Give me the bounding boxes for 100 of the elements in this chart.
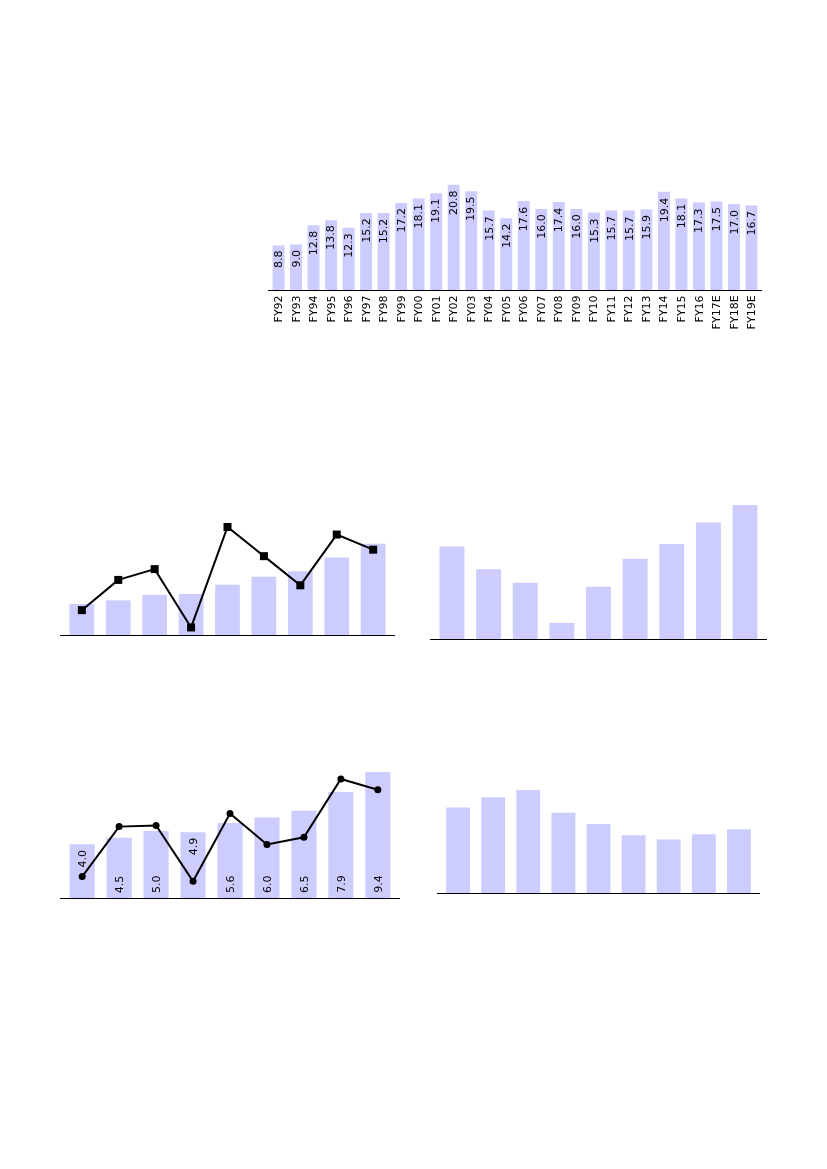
- bar: [476, 569, 502, 639]
- bar: [360, 543, 386, 635]
- point: [369, 545, 378, 554]
- bar: [307, 225, 320, 290]
- data-label: 13.8: [324, 225, 338, 250]
- bar: [621, 835, 646, 893]
- point: [77, 606, 86, 615]
- bar: [640, 209, 653, 290]
- bar: [69, 844, 95, 898]
- data-label: 17.3: [691, 208, 705, 233]
- data-label: 6.0: [260, 875, 274, 893]
- point: [223, 522, 232, 531]
- bar: [552, 201, 565, 290]
- x-tick-label: FY98: [377, 295, 391, 323]
- bar: [215, 584, 240, 635]
- data-label: 14.2: [499, 223, 513, 248]
- bar: [549, 622, 575, 639]
- data-label: 15.7: [482, 216, 496, 241]
- point: [337, 775, 345, 783]
- bar: [482, 210, 495, 290]
- point: [150, 565, 159, 574]
- x-tick-label: FY95: [324, 295, 338, 323]
- x-tick-label: FY06: [517, 295, 531, 323]
- bar: [587, 212, 600, 290]
- point: [226, 810, 234, 818]
- bar: [395, 202, 408, 290]
- point: [115, 823, 123, 831]
- bar: [695, 522, 721, 639]
- bar: [447, 184, 460, 290]
- bar: [142, 594, 168, 635]
- point: [187, 623, 196, 632]
- data-label: 15.7: [622, 216, 636, 241]
- bar: [481, 797, 506, 893]
- bar: [622, 210, 635, 290]
- point: [300, 833, 308, 841]
- data-label: 17.5: [709, 206, 723, 232]
- x-tick-label: FY94: [307, 295, 321, 323]
- data-label: 15.7: [605, 215, 619, 241]
- data-label: 4.9: [186, 837, 200, 856]
- bar: [412, 198, 425, 290]
- bar: [728, 203, 740, 290]
- data-label: 20.8: [447, 190, 461, 215]
- bar: [675, 198, 688, 290]
- bar: [586, 586, 611, 639]
- data-label: 17.6: [517, 206, 531, 232]
- bar: [500, 218, 513, 290]
- data-label: 8.8: [272, 250, 286, 268]
- point: [374, 786, 382, 794]
- x-tick-label: FY08: [552, 295, 566, 323]
- bar: [692, 202, 705, 290]
- data-label: 17.2: [394, 208, 408, 233]
- data-label: 16.0: [534, 214, 548, 239]
- point: [152, 821, 160, 829]
- bar: [535, 209, 548, 290]
- point: [263, 840, 271, 848]
- data-label: 17.4: [552, 207, 566, 233]
- bar: [551, 812, 576, 893]
- bar: [732, 505, 758, 639]
- point: [259, 552, 268, 561]
- bar: [324, 557, 350, 635]
- bar: [105, 600, 131, 635]
- data-label: 15.3: [587, 218, 601, 243]
- bar: [143, 830, 169, 898]
- bar: [217, 822, 243, 898]
- data-label: 19.1: [429, 198, 443, 224]
- x-tick-label: FY05: [499, 295, 513, 323]
- bar: [727, 829, 751, 893]
- bar: [180, 832, 206, 898]
- bar: [328, 792, 354, 898]
- point: [296, 581, 305, 590]
- x-tick-label: FY97: [359, 295, 373, 323]
- x-tick-label: FY07: [534, 295, 548, 323]
- bar: [360, 213, 373, 290]
- bar: [365, 771, 391, 898]
- data-label: 9.0: [289, 249, 303, 268]
- point: [114, 575, 123, 584]
- x-tick-label: FY99: [394, 295, 408, 323]
- data-label: 16.0: [569, 214, 583, 239]
- point: [332, 530, 341, 539]
- x-tick-label: FY04: [482, 295, 496, 323]
- x-tick-label: FY14: [657, 295, 671, 323]
- x-tick-label: FY09: [569, 295, 583, 323]
- data-label: 4.5: [113, 875, 127, 894]
- bar: [291, 810, 317, 898]
- data-label: 15.9: [640, 214, 654, 240]
- x-tick-label: FY10: [587, 295, 601, 323]
- data-label: 12.8: [306, 230, 320, 256]
- x-tick-label: FY11: [604, 295, 618, 323]
- x-tick-label: FY03: [464, 295, 478, 323]
- data-label: 12.3: [342, 233, 356, 258]
- bar: [517, 200, 530, 290]
- x-tick-label: FY19E: [745, 295, 759, 330]
- bar: [430, 193, 443, 290]
- x-tick-label: FY92: [272, 295, 286, 323]
- bar: [691, 834, 716, 893]
- x-tick-label: FY02: [447, 295, 461, 323]
- data-label: 18.1: [411, 204, 425, 229]
- bar: [570, 209, 583, 290]
- data-label: 9.4: [371, 875, 385, 893]
- x-tick-label: FY15: [674, 295, 688, 323]
